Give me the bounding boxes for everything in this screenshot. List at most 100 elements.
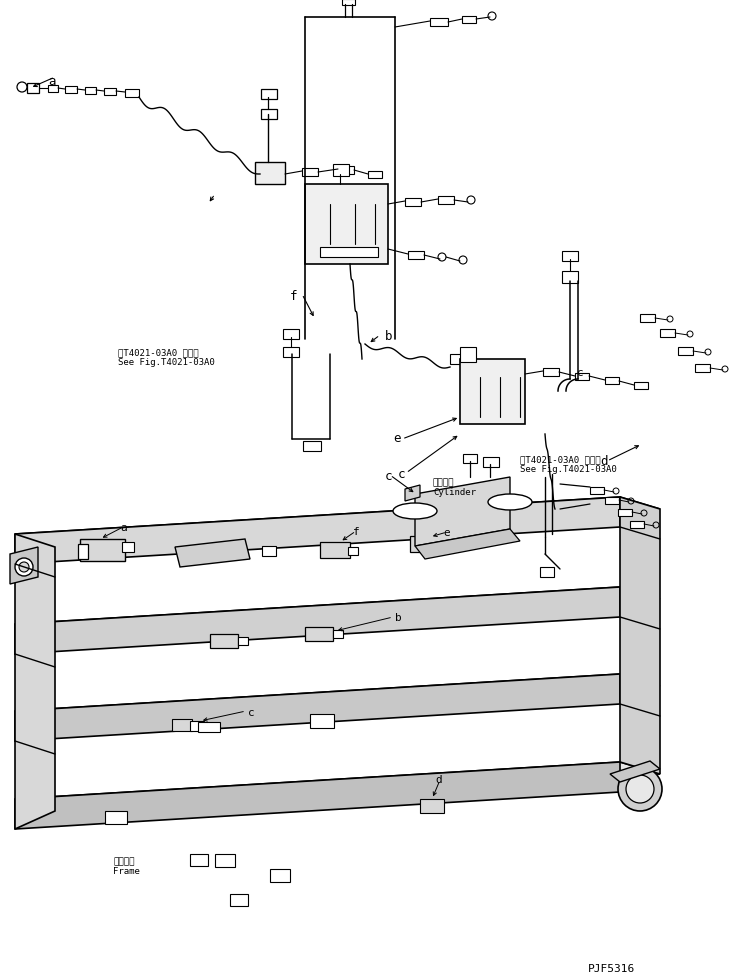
Bar <box>27 84 39 94</box>
Bar <box>104 89 116 96</box>
Bar <box>438 541 448 549</box>
Text: c: c <box>385 470 392 483</box>
Bar <box>333 165 349 177</box>
Bar <box>105 811 127 825</box>
Polygon shape <box>15 674 620 742</box>
Text: b: b <box>395 613 402 622</box>
Bar <box>678 348 693 356</box>
Bar <box>348 547 358 556</box>
Text: d: d <box>435 774 442 785</box>
Bar <box>605 378 619 385</box>
Circle shape <box>626 775 654 803</box>
Bar <box>172 719 192 731</box>
Bar <box>125 90 139 98</box>
Bar <box>438 196 454 205</box>
Bar <box>85 88 96 95</box>
Polygon shape <box>175 539 250 568</box>
Bar <box>230 894 248 906</box>
Text: シリンダ
Cylinder: シリンダ Cylinder <box>433 478 476 497</box>
Bar <box>261 109 277 120</box>
Bar <box>430 19 448 27</box>
Circle shape <box>15 559 33 576</box>
Polygon shape <box>415 530 520 560</box>
Text: f: f <box>353 527 359 536</box>
Bar <box>210 634 238 649</box>
Bar <box>122 542 134 552</box>
Text: b: b <box>385 329 392 343</box>
Bar <box>634 383 648 390</box>
Bar <box>305 627 333 641</box>
Bar <box>303 442 321 451</box>
Bar <box>320 248 378 258</box>
Polygon shape <box>15 587 660 637</box>
Polygon shape <box>15 587 620 655</box>
Text: e: e <box>443 528 450 537</box>
Ellipse shape <box>488 494 532 510</box>
Text: フレーム
Frame: フレーム Frame <box>113 856 140 875</box>
Bar <box>618 509 632 517</box>
Polygon shape <box>15 534 55 829</box>
Bar <box>590 488 604 494</box>
Text: 第T4021-03A0 図参照
See Fig.T4021-03A0: 第T4021-03A0 図参照 See Fig.T4021-03A0 <box>118 348 215 367</box>
Bar <box>660 329 675 338</box>
Bar <box>190 721 204 731</box>
Bar <box>562 272 578 283</box>
Bar <box>342 0 355 6</box>
Polygon shape <box>415 478 510 546</box>
Bar <box>460 348 476 362</box>
Bar <box>255 163 285 185</box>
Bar <box>198 722 220 732</box>
Bar <box>305 185 388 265</box>
Text: a: a <box>120 523 126 532</box>
Bar <box>540 568 554 577</box>
Text: c: c <box>577 367 584 378</box>
Text: a: a <box>48 75 56 88</box>
Bar <box>420 799 444 813</box>
Text: f: f <box>290 290 298 303</box>
Polygon shape <box>15 674 660 724</box>
Bar <box>261 90 277 100</box>
Bar <box>48 86 58 93</box>
Bar <box>408 252 424 260</box>
Bar <box>338 167 354 175</box>
Bar <box>368 172 382 179</box>
Bar <box>462 17 476 24</box>
Text: d: d <box>600 454 608 468</box>
Text: e: e <box>393 432 401 445</box>
Bar <box>78 544 88 560</box>
Bar <box>320 542 350 559</box>
Bar <box>640 315 655 322</box>
Bar <box>238 637 248 646</box>
Bar <box>262 546 276 557</box>
Bar <box>410 536 440 552</box>
Polygon shape <box>15 762 620 829</box>
Bar <box>215 854 235 868</box>
Circle shape <box>618 767 662 811</box>
Polygon shape <box>15 497 620 565</box>
Bar <box>190 854 208 867</box>
Bar <box>695 364 710 372</box>
Bar <box>283 329 299 340</box>
Text: c: c <box>398 468 406 481</box>
Bar <box>302 169 318 177</box>
Text: 第T4021-03A0 図参照
See Fig.T4021-03A0: 第T4021-03A0 図参照 See Fig.T4021-03A0 <box>520 454 617 474</box>
Bar <box>630 522 644 529</box>
Polygon shape <box>620 497 660 774</box>
Circle shape <box>19 563 29 573</box>
Bar <box>463 454 477 463</box>
Bar <box>483 457 499 468</box>
Bar <box>270 870 290 882</box>
Bar <box>405 198 421 207</box>
Bar <box>605 497 619 504</box>
Polygon shape <box>15 762 660 811</box>
Bar <box>460 360 525 425</box>
Bar <box>333 630 343 638</box>
Bar <box>80 539 125 562</box>
Bar <box>450 355 468 364</box>
Polygon shape <box>610 761 660 783</box>
Bar <box>562 252 578 262</box>
Polygon shape <box>15 497 660 547</box>
Bar <box>283 348 299 358</box>
Text: c: c <box>248 707 255 717</box>
Ellipse shape <box>393 503 437 520</box>
